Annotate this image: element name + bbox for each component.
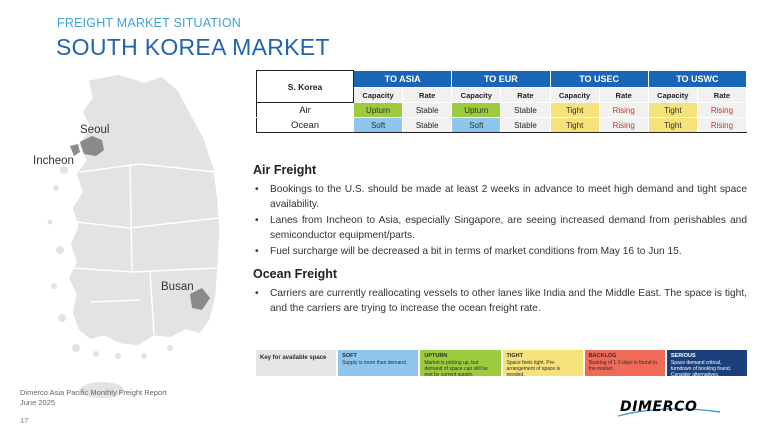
dest-header-uswc: TO USWC: [647, 70, 748, 88]
table-row-air: Air Upturn Stable Upturn Stable Tight Ri…: [256, 102, 748, 118]
subheader-capacity: Capacity: [549, 87, 600, 103]
status-cell: Tight: [549, 102, 600, 118]
status-cell: Stable: [500, 102, 551, 118]
space-legend: Key for available space SOFT Supply is m…: [256, 350, 748, 376]
ocean-freight-bullets: Carriers are currently reallocating vess…: [253, 286, 747, 316]
mode-label: Air: [256, 102, 354, 118]
status-cell: Rising: [598, 102, 649, 118]
legend-desc: Supply is more than demand.: [342, 360, 408, 366]
table-corner: S. Korea: [256, 70, 354, 103]
table-row-ocean: Ocean Soft Stable Soft Stable Tight Risi…: [256, 117, 748, 133]
mainland-shape: [67, 73, 221, 347]
busan-region: [190, 288, 210, 310]
city-label-seoul: Seoul: [80, 124, 110, 136]
legend-backlog: BACKLOG Backlog of 1-3 days is found in …: [584, 350, 665, 376]
legend-title: TIGHT: [506, 353, 524, 359]
legend-desc: Space demand critical, turndown of booki…: [670, 360, 732, 376]
air-freight-bullets: Bookings to the U.S. should be made at l…: [253, 182, 747, 259]
status-cell: Tight: [549, 117, 600, 133]
legend-title: SOFT: [342, 353, 357, 359]
south-korea-map: [47, 73, 221, 398]
status-cell: Tight: [647, 102, 698, 118]
page-number: 17: [20, 416, 29, 425]
dest-header-eur: TO EUR: [451, 70, 551, 88]
status-cell: Rising: [696, 117, 748, 133]
air-freight-heading: Air Freight: [253, 163, 317, 177]
logo-swoosh-icon: [617, 408, 721, 417]
dest-header-asia: TO ASIA: [352, 70, 453, 88]
coastal-islands: [47, 166, 173, 359]
market-table: S. Korea TO ASIA TO EUR TO USEC TO USWC …: [256, 70, 748, 133]
legend-desc: Backlog of 1-3 days is found in the mark…: [588, 360, 657, 372]
market-commentary: Air Freight Bookings to the U.S. should …: [253, 163, 747, 324]
legend-title: UPTURN: [424, 353, 448, 359]
list-item: Carriers are currently reallocating vess…: [253, 286, 747, 316]
subheader-capacity: Capacity: [647, 87, 698, 103]
list-item: Lanes from Incheon to Asia, especially S…: [253, 213, 747, 243]
report-date: June 2025: [20, 398, 56, 407]
province-lines: [71, 163, 219, 335]
status-cell: Soft: [352, 117, 404, 133]
status-cell: Stable: [402, 102, 453, 118]
seoul-region: [80, 136, 104, 156]
report-name: Dimerco Asia Pacific Monthly Freight Rep…: [20, 388, 167, 397]
status-cell: Upturn: [352, 102, 404, 118]
legend-serious: SERIOUS Space demand critical, turndown …: [666, 350, 748, 376]
ocean-freight-heading: Ocean Freight: [253, 267, 338, 281]
status-cell: Tight: [647, 117, 698, 133]
city-label-incheon: Incheon: [33, 155, 74, 167]
status-cell: Upturn: [451, 102, 502, 118]
subheader-rate: Rate: [500, 87, 551, 103]
legend-upturn: UPTURN Market is picking up, but demand …: [420, 350, 501, 376]
city-label-busan: Busan: [161, 281, 194, 293]
page-kicker: FREIGHT MARKET SITUATION: [57, 16, 241, 30]
legend-key: Key for available space: [256, 350, 337, 376]
status-cell: Rising: [598, 117, 649, 133]
incheon-region: [70, 144, 80, 156]
subheader-rate: Rate: [402, 87, 453, 103]
logo-text: DIMERCO: [620, 399, 697, 415]
report-footer: Dimerco Asia Pacific Monthly Freight Rep…: [20, 388, 167, 408]
page-title: SOUTH KOREA MARKET: [56, 34, 330, 60]
jeju-island: [80, 382, 124, 398]
status-cell: Soft: [451, 117, 502, 133]
legend-soft: SOFT Supply is more than demand.: [338, 350, 419, 376]
status-cell: Rising: [696, 102, 748, 118]
legend-tight: TIGHT Space feels tight. Pre-arrangement…: [502, 350, 583, 376]
legend-desc: Space feels tight. Pre-arrangement of sp…: [506, 360, 561, 376]
subheader-rate: Rate: [696, 87, 748, 103]
legend-desc: Market is picking up, but demand of spac…: [424, 360, 488, 376]
subheader-capacity: Capacity: [352, 87, 404, 103]
dimerco-logo: DIMERCO: [617, 399, 721, 417]
legend-title: SERIOUS: [670, 353, 696, 359]
subheader-rate: Rate: [598, 87, 649, 103]
subheader-capacity: Capacity: [451, 87, 502, 103]
status-cell: Stable: [402, 117, 453, 133]
dest-header-usec: TO USEC: [549, 70, 649, 88]
list-item: Fuel surcharge will be decreased a bit i…: [253, 244, 747, 259]
legend-title: BACKLOG: [588, 353, 617, 359]
list-item: Bookings to the U.S. should be made at l…: [253, 182, 747, 212]
status-cell: Stable: [500, 117, 551, 133]
mode-label: Ocean: [256, 117, 354, 133]
